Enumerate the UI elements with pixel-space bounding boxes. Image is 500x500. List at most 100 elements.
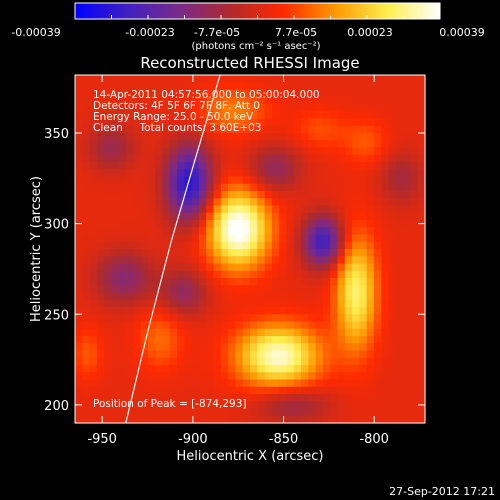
heatmap-cell	[177, 154, 185, 163]
heatmap-cell	[191, 292, 200, 301]
heatmap-cell	[75, 162, 83, 170]
heatmap-cell	[322, 372, 331, 381]
heatmap-cell	[104, 133, 113, 141]
heatmap-cell	[104, 386, 113, 395]
heatmap-cell	[388, 191, 397, 199]
heatmap-cell	[330, 89, 339, 98]
heatmap-cell	[403, 75, 412, 83]
heatmap-cell	[344, 408, 353, 417]
heatmap-cell	[337, 96, 346, 105]
heatmap-cell	[162, 118, 171, 127]
heatmap-cell	[126, 118, 134, 127]
heatmap-cell	[147, 241, 156, 250]
heatmap-cell	[395, 415, 404, 424]
heatmap-cell	[82, 336, 91, 344]
heatmap-cell	[184, 176, 193, 185]
heatmap-cell	[330, 176, 339, 185]
heatmap-cell	[250, 263, 258, 272]
heatmap-cell	[126, 394, 134, 402]
heatmap-cell	[75, 299, 83, 308]
heatmap-cell	[206, 82, 215, 91]
heatmap-cell	[133, 415, 142, 424]
heatmap-cell	[118, 415, 127, 424]
heatmap-cell	[162, 241, 171, 250]
heatmap-cell	[410, 379, 419, 388]
heatmap-cell	[75, 82, 83, 91]
heatmap-cell	[133, 140, 142, 149]
heatmap-cell	[293, 89, 302, 98]
heatmap-cell	[82, 256, 91, 265]
heatmap-cell	[228, 263, 237, 272]
heatmap-cell	[82, 133, 91, 141]
heatmap-cell	[403, 343, 412, 352]
heatmap-cell	[184, 401, 193, 410]
heatmap-cell	[220, 118, 229, 127]
heatmap-cell	[191, 176, 200, 185]
heatmap-cell	[111, 307, 120, 315]
heatmap-cell	[344, 118, 353, 127]
heatmap-cell	[301, 89, 309, 98]
heatmap-cell	[220, 249, 229, 257]
heatmap-cell	[395, 321, 404, 330]
heatmap-cell	[118, 147, 127, 156]
heatmap-cell	[213, 278, 222, 286]
heatmap-cell	[104, 96, 113, 105]
heatmap-cell	[96, 292, 105, 301]
heatmap-cell	[89, 270, 98, 279]
heatmap-cell	[250, 336, 258, 344]
heatmap-cell	[235, 278, 244, 286]
heatmap-cell	[366, 365, 375, 373]
heatmap-cell	[169, 365, 178, 373]
heatmap-cell	[198, 169, 207, 178]
heatmap-cell	[235, 176, 244, 185]
heatmap-cell	[279, 365, 288, 373]
heatmap-cell	[184, 104, 193, 112]
heatmap-cell	[293, 415, 302, 424]
heatmap-cell	[417, 205, 426, 214]
heatmap-cell	[220, 191, 229, 199]
heatmap-cell	[169, 249, 178, 257]
heatmap-cell	[220, 111, 229, 120]
heatmap-cell	[410, 386, 419, 395]
heatmap-cell	[359, 328, 368, 337]
heatmap-cell	[395, 365, 404, 373]
heatmap-cell	[228, 386, 237, 395]
heatmap-cell	[293, 104, 302, 112]
heatmap-cell	[191, 241, 200, 250]
heatmap-cell	[228, 408, 237, 417]
heatmap-cell	[206, 408, 215, 417]
heatmap-cell	[264, 89, 273, 98]
heatmap-cell	[337, 415, 346, 424]
heatmap-cell	[315, 205, 324, 214]
heatmap-cell	[104, 256, 113, 265]
heatmap-cell	[330, 96, 339, 105]
heatmap-cell	[228, 133, 237, 141]
heatmap-cell	[359, 263, 368, 272]
heatmap-cell	[89, 89, 98, 98]
heatmap-cell	[286, 183, 295, 192]
heatmap-cell	[286, 270, 295, 279]
heatmap-cell	[417, 241, 426, 250]
heatmap-cell	[286, 379, 295, 388]
heatmap-cell	[104, 104, 113, 112]
heatmap-cell	[301, 336, 309, 344]
heatmap-cell	[417, 343, 426, 352]
heatmap-cell	[89, 212, 98, 221]
heatmap-cell	[235, 292, 244, 301]
heatmap-cell	[330, 198, 339, 207]
heatmap-cell	[410, 336, 419, 344]
heatmap-cell	[111, 328, 120, 337]
heatmap-cell	[75, 307, 83, 315]
heatmap-cell	[359, 205, 368, 214]
heatmap-cell	[191, 415, 200, 424]
heatmap-cell	[352, 372, 360, 381]
heatmap-cell	[75, 357, 83, 366]
heatmap-cell	[417, 357, 426, 366]
heatmap-cell	[315, 292, 324, 301]
heatmap-cell	[337, 162, 346, 170]
heatmap-cell	[352, 263, 360, 272]
heatmap-cell	[279, 263, 288, 272]
heatmap-cell	[220, 89, 229, 98]
heatmap-cell	[264, 169, 273, 178]
heatmap-cell	[147, 249, 156, 257]
